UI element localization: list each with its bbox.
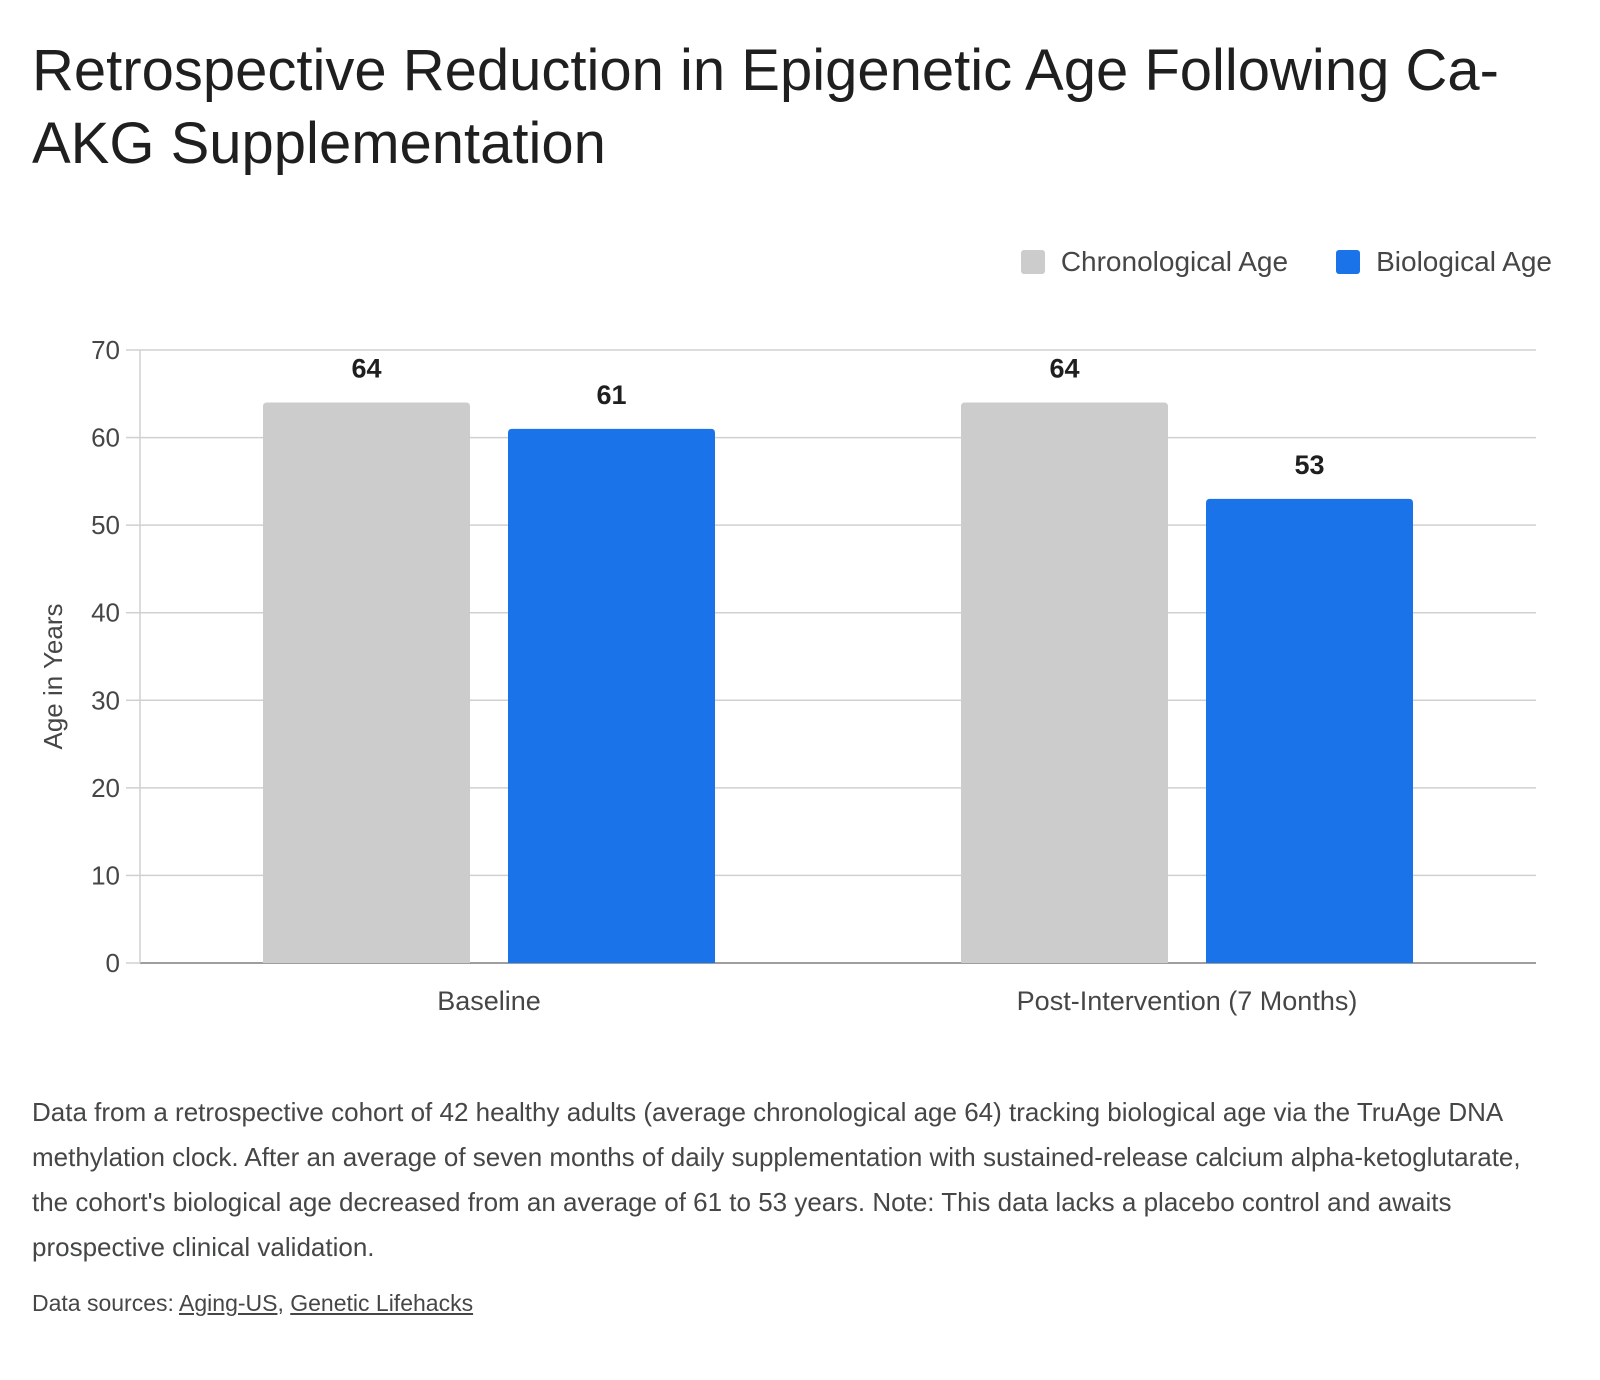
chart-caption: Data from a retrospective cohort of 42 h… [32, 1097, 1521, 1262]
bar-chronological-0 [263, 402, 470, 963]
data-labels: 64 61 64 53 [351, 354, 1324, 480]
legend-item-chronological: Chronological Age [1020, 246, 1289, 278]
x-axis-ticks: Baseline Post-Intervention (7 Months) [437, 986, 1357, 1016]
y-tick-label: 10 [91, 860, 120, 890]
bars [263, 402, 1413, 963]
y-tick-label: 20 [91, 773, 120, 803]
bar-chart: 0 10 20 30 40 50 60 70 Age in Years 64 61 64 53 Ba… [38, 335, 1536, 1016]
sources-label: Data sources: [32, 1290, 174, 1316]
chart-title: Retrospective Reduction in Epigenetic Ag… [32, 38, 1499, 176]
y-tick-label: 0 [106, 948, 120, 978]
legend-item-biological: Biological Age [1336, 246, 1552, 278]
y-tick-label: 50 [91, 510, 120, 540]
y-tick-label: 30 [91, 685, 120, 715]
bar-chronological-1 [961, 402, 1168, 963]
data-label: 61 [596, 380, 626, 410]
data-sources: Data sources: Aging-US, Genetic Lifehack… [32, 1290, 474, 1316]
legend-label-biological: Biological Age [1376, 246, 1552, 277]
y-tick-label: 40 [91, 598, 120, 628]
legend-label-chronological: Chronological Age [1060, 246, 1289, 277]
y-tick-label: 60 [91, 423, 120, 453]
source-link-aging-us[interactable]: Aging-US [179, 1290, 278, 1316]
y-axis-label: Age in Years [38, 603, 68, 749]
x-tick-label: Baseline [437, 986, 541, 1016]
legend-swatch-biological [1336, 250, 1361, 274]
x-tick-label: Post-Intervention (7 Months) [1017, 986, 1358, 1016]
source-link-genetic-lifehacks[interactable]: Genetic Lifehacks [290, 1290, 474, 1316]
y-tick-label: 70 [91, 335, 120, 365]
legend-swatch-chronological [1020, 250, 1045, 274]
chart-legend: Chronological Age Biological Age [1020, 246, 1552, 278]
data-label: 53 [1294, 450, 1324, 480]
bar-biological-0 [508, 428, 715, 963]
data-label: 64 [351, 354, 381, 384]
bar-biological-1 [1206, 498, 1413, 963]
data-label: 64 [1049, 354, 1079, 384]
y-axis-ticks: 0 10 20 30 40 50 60 70 [91, 335, 120, 978]
